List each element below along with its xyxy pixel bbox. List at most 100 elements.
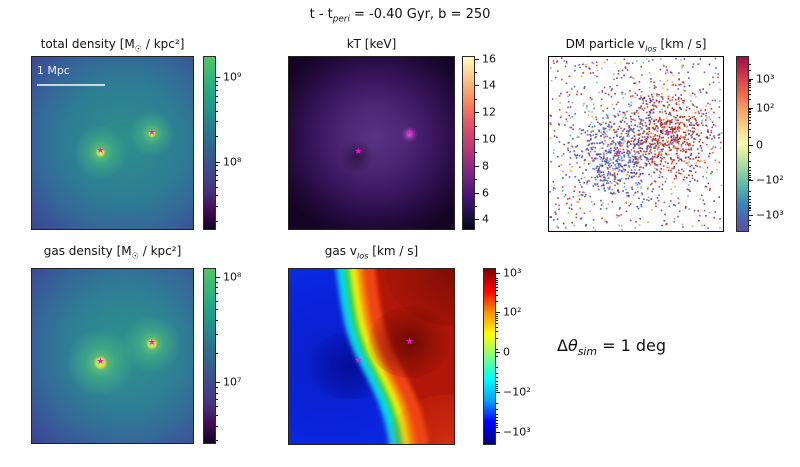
colorbar-minor-tick [749, 79, 751, 81]
scale-bar: 1 Mpc [36, 63, 109, 86]
colorbar-minor-tick [496, 313, 498, 315]
colorbar-minor-tick [749, 161, 751, 163]
colorbar-minor-tick [496, 320, 498, 322]
colorbar-major-tick [749, 144, 753, 146]
colorbar-tick-label: 10 [482, 132, 496, 146]
scale-bar-line [36, 83, 105, 86]
colorbar-minor-tick [216, 387, 218, 389]
colorbar-minor-tick [216, 392, 218, 394]
colorbar-minor-tick [216, 90, 218, 92]
colorbar-minor-tick [216, 95, 218, 97]
colorbar-minor-tick [216, 439, 218, 441]
colorbar-minor-tick [216, 174, 218, 176]
colorbar-major-tick [475, 58, 479, 60]
panel-total-density-map: 1 Mpc ★ ★ [31, 56, 194, 230]
colorbar-minor-tick [216, 169, 218, 171]
annotation-value: = 1 deg [597, 336, 667, 355]
colorbar-dm-vlos: 10³ 10² 0 −10² −10³ [736, 56, 784, 232]
cluster-center-star-marker: ★ [147, 127, 156, 138]
colorbar-minor-tick [749, 85, 751, 87]
colorbar-tick-label: 10³ [503, 266, 522, 280]
colorbar-minor-tick [496, 323, 498, 325]
colorbar-minor-tick [749, 128, 751, 130]
scale-bar-label: 1 Mpc [36, 63, 70, 77]
colorbar-tick-label: 10⁷ [223, 375, 242, 389]
title-text: total density [M [40, 37, 135, 51]
colorbar-minor-tick [749, 190, 751, 192]
colorbar-minor-tick [749, 202, 751, 204]
colorbar-major-tick [475, 138, 479, 140]
colorbar-gradient-viridis [203, 56, 216, 230]
colorbar-minor-tick [749, 166, 751, 168]
colorbar-major-tick [496, 312, 500, 314]
colorbar-minor-tick [496, 294, 498, 296]
colorbar-kt: 16 14 12 10 8 6 4 [462, 52, 496, 230]
colorbar-minor-tick [496, 380, 498, 382]
cluster-center-star-marker: ★ [354, 355, 363, 366]
colorbar-minor-tick [496, 301, 498, 303]
cluster-center-star-marker: ★ [96, 146, 105, 157]
figure-title-post: = -0.40 Gyr, b = 250 [349, 7, 491, 22]
colorbar-minor-tick [749, 119, 751, 121]
colorbar-minor-tick [496, 366, 498, 368]
colorbar-minor-tick [216, 102, 218, 104]
colorbar-minor-tick [496, 331, 498, 333]
colorbar-minor-tick [216, 333, 218, 335]
colorbar-total-density: 10⁹ 10⁸ [203, 56, 241, 230]
colorbar-minor-tick [749, 64, 751, 66]
colorbar-minor-tick [749, 208, 751, 210]
colorbar-major-tick [475, 219, 479, 221]
colorbar-tick-label: 6 [482, 186, 489, 200]
colorbar-minor-tick [496, 422, 498, 424]
colorbar-tick-label: 10⁹ [223, 70, 242, 84]
title-text: [km / s] [656, 37, 707, 51]
colorbar-minor-tick [749, 90, 751, 92]
colorbar-major-tick [475, 165, 479, 167]
colorbar-minor-tick [749, 195, 751, 197]
colorbar-minor-tick [216, 406, 218, 408]
cluster-center-star-marker: ★ [354, 147, 363, 158]
colorbar-minor-tick [216, 205, 218, 207]
delta-symbol: Δ [557, 336, 568, 355]
colorbar-tick-label: −10³ [756, 208, 784, 222]
colorbar-minor-tick [475, 179, 477, 181]
colorbar-minor-tick [496, 326, 498, 328]
colorbar-minor-tick [749, 69, 751, 71]
cluster-center-star-marker: ★ [663, 127, 672, 138]
colorbar-minor-tick [216, 293, 218, 295]
colorbar-minor-tick [749, 180, 751, 182]
colorbar-minor-tick [496, 290, 498, 292]
colorbar-major-tick [475, 85, 479, 87]
panel-title-gas-vlos: gas vlos [km / s] [288, 244, 455, 260]
colorbar-tick-label: 10² [756, 101, 775, 115]
sun-symbol: ☉ [134, 43, 143, 54]
colorbar-minor-tick [496, 337, 498, 339]
colorbar-minor-tick [216, 85, 218, 87]
colorbar-minor-tick [496, 386, 498, 388]
colorbar-minor-tick [216, 414, 218, 416]
gas-velocity-svg [289, 269, 454, 444]
colorbar-minor-tick [216, 80, 218, 82]
panel-title-gas-density: gas density [M☉ / kpc²] [31, 244, 194, 260]
title-sub-los: los [645, 43, 657, 54]
colorbar-gradient-magma [462, 56, 475, 230]
panel-title-kt: kT [keV] [288, 37, 455, 53]
colorbar-minor-tick [496, 279, 498, 281]
colorbar-major-tick [475, 112, 479, 114]
bright-corner-shade [385, 394, 454, 444]
colorbar-major-tick [216, 76, 220, 78]
colorbar-minor-tick [496, 315, 498, 317]
colorbar-gas-vlos: 10³ 10² 0 −10² −10³ [483, 267, 531, 445]
title-text: / kpc²] [138, 244, 182, 258]
colorbar-minor-tick [475, 205, 477, 207]
colorbar-major-tick [496, 391, 500, 393]
colorbar-minor-tick [749, 220, 751, 222]
colorbar-minor-tick [496, 402, 498, 404]
colorbar-minor-tick [496, 348, 498, 350]
colorbar-major-tick [216, 382, 220, 384]
theta-symbol: θ [567, 336, 578, 355]
annotation-delta-theta-sim: Δθsim = 1 deg [557, 336, 666, 358]
colorbar-minor-tick [749, 87, 751, 89]
colorbar-minor-tick [749, 109, 751, 111]
